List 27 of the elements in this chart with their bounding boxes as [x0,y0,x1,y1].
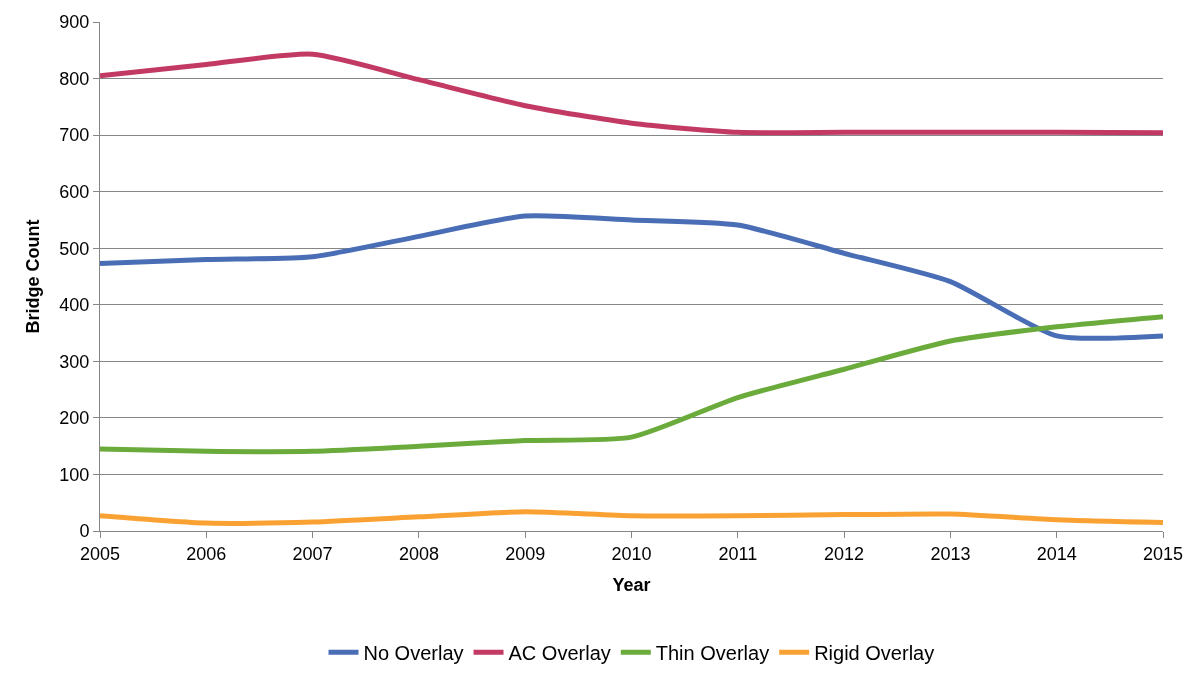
x-tick-label: 2005 [79,543,121,564]
x-tick-label: 2014 [1036,543,1077,564]
x-tick-label: 2007 [292,543,333,564]
x-tick-label: 2011 [718,543,758,564]
y-tick-label: 700 [59,125,90,146]
y-tick-label: 0 [79,521,90,542]
x-axis-title: Year [612,574,651,595]
y-tick-label: 600 [59,181,90,202]
legend-label: Thin Overlay [655,642,770,665]
y-tick-label: 300 [59,351,90,372]
y-tick-label: 800 [59,68,90,89]
y-tick-label: 900 [59,12,90,33]
legend-label: No Overlay [363,642,464,665]
y-tick-label: 200 [59,408,90,429]
legend-label: Rigid Overlay [814,642,935,665]
x-tick-label: 2015 [1142,543,1184,564]
x-tick-label: 2008 [398,543,439,564]
x-tick-label: 2012 [824,543,865,564]
x-tick-label: 2010 [611,543,652,564]
y-tick-label: 400 [59,295,90,316]
y-axis-title: Bridge Count [22,219,43,334]
y-tick-label: 100 [59,464,90,485]
y-tick-label: 500 [59,238,90,259]
legend-label: AC Overlay [508,642,611,665]
x-tick-label: 2009 [505,543,546,564]
x-tick-label: 2013 [930,543,971,564]
x-tick-label: 2006 [186,543,227,564]
